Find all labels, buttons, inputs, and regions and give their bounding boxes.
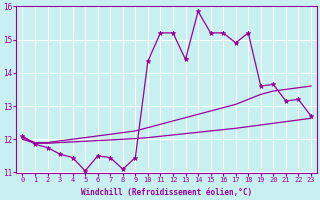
X-axis label: Windchill (Refroidissement éolien,°C): Windchill (Refroidissement éolien,°C) bbox=[81, 188, 252, 197]
